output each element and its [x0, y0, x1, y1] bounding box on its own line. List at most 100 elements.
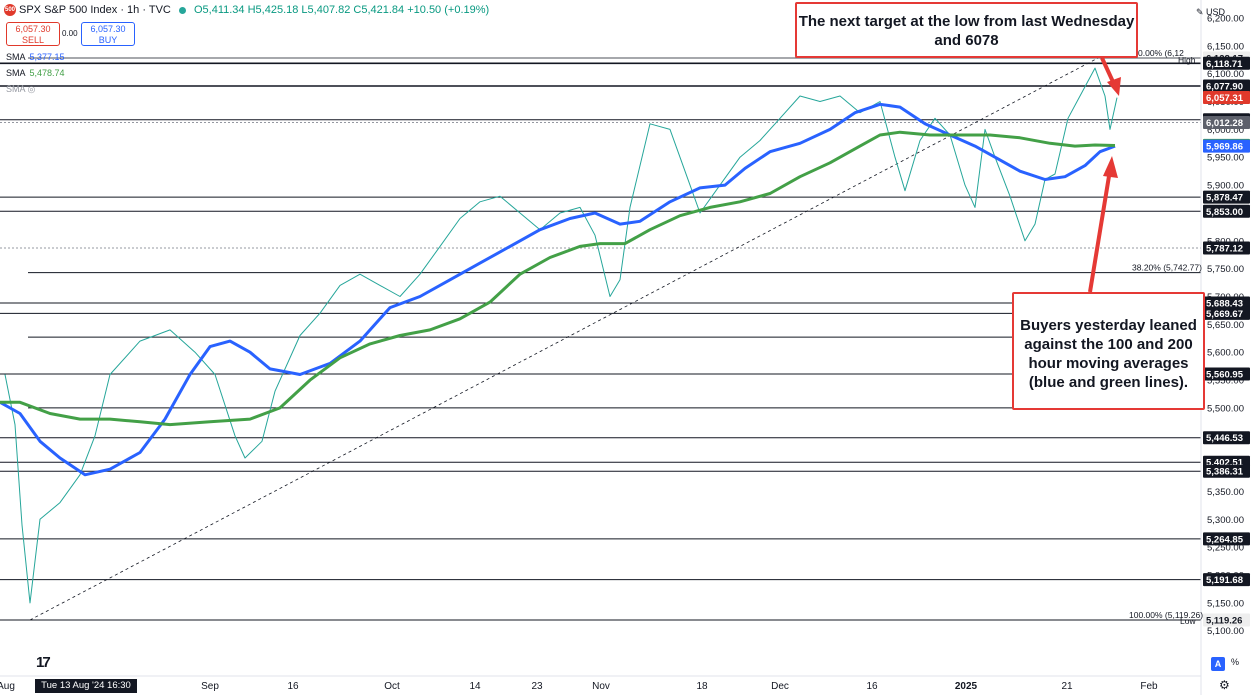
series-layer [0, 67, 1118, 604]
price-tick-label: 6,150.00 [1207, 41, 1244, 52]
price-series-line [4, 67, 1118, 604]
symbol-header[interactable]: 500 SPX S&P 500 Index · 1h · TVC O5,411.3… [4, 4, 490, 17]
sma-200-line [0, 130, 1116, 427]
indicator-sma-hidden[interactable]: SMA ◎ [6, 84, 35, 95]
price-tick-label: 5,350.00 [1207, 487, 1244, 498]
indicator-value: 5,478.74 [29, 68, 65, 78]
auto-scale-button[interactable]: A [1211, 657, 1225, 671]
time-tick-label: Oct [384, 681, 400, 692]
tradingview-logo: 17 [36, 654, 51, 671]
price-tick-label: 5,500.00 [1207, 403, 1244, 414]
sell-button[interactable]: 6,057.30 SELL [6, 22, 60, 46]
time-axis-ticks: Aug Sep 16 Oct 14 23 Nov 18 Dec 16 2025 21 Feb [0, 681, 1158, 692]
arrow-bottom-shaft [1088, 169, 1112, 293]
price-tag-bg [1203, 613, 1250, 627]
time-tick-label: 21 [1061, 681, 1073, 692]
annotation-top-callout: The next target at the low from last Wed… [795, 2, 1138, 58]
time-tick-label: Aug [0, 681, 15, 692]
annotation-bottom-callout: Buyers yesterday leaned against the 100 … [1012, 292, 1205, 410]
currency-label[interactable]: USD [1206, 7, 1226, 17]
market-status-icon [178, 6, 186, 14]
sell-label: SELL [21, 35, 45, 45]
indicator-label: SMA [6, 84, 26, 94]
price-tag-bg [1203, 367, 1250, 381]
price-tag-label: 5,853.00 [1206, 207, 1243, 218]
high-label: High [1178, 55, 1196, 65]
price-tick-label: 5,900.00 [1207, 181, 1244, 192]
eye-off-icon[interactable]: ◎ [27, 84, 36, 94]
price-tick-label: 5,750.00 [1207, 264, 1244, 275]
annotation-top-text: The next target at the low from last Wed… [798, 13, 1135, 49]
price-tag-bg [1203, 56, 1250, 70]
indicator-sma-200[interactable]: SMA 5,478.74 [6, 68, 65, 78]
time-tick-label: 14 [469, 681, 481, 692]
arrow-top-shaft [1100, 57, 1116, 85]
price-tick-label: 5,150.00 [1207, 598, 1244, 609]
price-tag-label: 5,386.31 [1206, 467, 1244, 478]
price-tick-label: 5,950.00 [1207, 153, 1244, 164]
time-tick-label: 18 [696, 681, 708, 692]
price-tag-label: 5,264.85 [1206, 534, 1244, 545]
price-tag-label: 6,057.31 [1206, 93, 1244, 104]
buy-button[interactable]: 6,057.30 BUY [81, 22, 135, 46]
spread-value: 0.00 [62, 29, 78, 38]
price-tick-label: 6,100.00 [1207, 69, 1244, 80]
low-label: Low [1180, 616, 1196, 626]
buy-label: BUY [98, 35, 118, 45]
price-tag-label: 5,560.95 [1206, 369, 1244, 380]
indicator-label: SMA [6, 68, 26, 78]
settings-gear-icon[interactable]: ⚙ [1219, 678, 1230, 692]
annotation-bottom-text: Buyers yesterday leaned against the 100 … [1020, 317, 1197, 391]
annotation-arrows [1088, 57, 1121, 293]
buy-price: 6,057.30 [90, 24, 126, 34]
price-tick-label: 5,100.00 [1207, 626, 1244, 637]
price-tick-label: 5,300.00 [1207, 515, 1244, 526]
edit-icon[interactable]: ✎ [1196, 7, 1204, 17]
price-tag-label: 5,878.47 [1206, 193, 1243, 204]
indicator-sma-100[interactable]: SMA 5,377.15 [6, 52, 65, 62]
price-tick-label: 5,550.00 [1207, 376, 1244, 387]
price-tick-label: 5,250.00 [1207, 543, 1244, 554]
price-tag-bg [1203, 464, 1250, 478]
price-tag-label: 5,402.51 [1206, 458, 1244, 469]
time-tick-label: 16 [287, 681, 299, 692]
price-tag-bg [1203, 79, 1250, 93]
price-tag-bg [1203, 431, 1250, 445]
sp500-logo-icon: 500 [4, 4, 16, 17]
time-tick-label: Dec [771, 681, 789, 692]
dashed-trend-line [29, 57, 1099, 621]
symbol-title: S&P 500 Index · 1h · TVC [44, 4, 171, 16]
indicator-value: 5,377.15 [29, 52, 65, 62]
price-tag-bg [1203, 204, 1250, 218]
trend-line-layer [29, 57, 1099, 621]
horizontal-price-lines [0, 57, 1201, 621]
price-tag-label: 5,969.86 [1206, 142, 1243, 153]
price-tag-label: 6,012.28 [1206, 118, 1243, 129]
price-tag-bg [1203, 296, 1250, 310]
price-tick-label: 6,200.00 [1207, 13, 1244, 24]
price-tag-label: 5,669.67 [1206, 309, 1243, 320]
price-tag-label: 5,191.68 [1206, 575, 1243, 586]
arrow-bottom-head [1103, 156, 1118, 178]
price-tick-label: 5,650.00 [1207, 320, 1244, 331]
price-tag-bg [1203, 573, 1250, 587]
sell-price: 6,057.30 [15, 24, 51, 34]
symbol-ticker: SPX [19, 4, 42, 16]
cursor-date-label: Tue 13 Aug '24 16:30 [35, 679, 137, 693]
ohlc-values: O5,411.34 H5,425.18 L5,407.82 C5,421.84 … [193, 4, 490, 16]
price-tag-bg [1203, 116, 1250, 130]
price-tag-bg [1203, 190, 1250, 204]
time-tick-label: Sep [201, 681, 219, 692]
sma-100-line [0, 102, 1116, 477]
price-tick-label: 6,000.00 [1207, 125, 1244, 136]
price-tag-label: 6,077.90 [1206, 82, 1243, 93]
price-tag-label: 5,119.26 [1206, 616, 1242, 627]
price-tag-label: 5,446.53 [1206, 433, 1243, 444]
percent-scale-button[interactable]: % [1231, 657, 1240, 667]
fib-level-label: 0.00% (6,12 [1138, 48, 1184, 58]
price-tag-label: 5,688.43 [1206, 298, 1243, 309]
price-tick-label: 5,600.00 [1207, 348, 1244, 359]
fib-level-label: 38.20% (5,742.77) [1132, 263, 1202, 273]
time-tick-label: Feb [1140, 681, 1158, 692]
